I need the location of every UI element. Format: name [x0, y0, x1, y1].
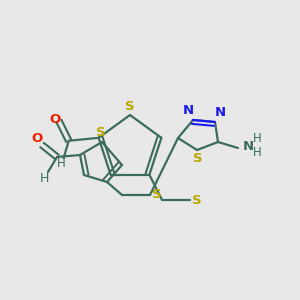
- Text: N: N: [214, 106, 226, 119]
- Text: S: S: [193, 152, 203, 166]
- Text: O: O: [32, 133, 43, 146]
- Text: H: H: [253, 133, 261, 146]
- Text: H: H: [253, 146, 261, 160]
- Text: S: S: [152, 188, 162, 200]
- Text: S: S: [96, 125, 106, 139]
- Text: N: N: [182, 104, 194, 118]
- Text: S: S: [192, 194, 202, 207]
- Text: H: H: [39, 172, 49, 185]
- Text: H: H: [57, 157, 66, 169]
- Text: O: O: [49, 112, 61, 126]
- Text: S: S: [125, 100, 135, 112]
- Text: N: N: [243, 140, 254, 152]
